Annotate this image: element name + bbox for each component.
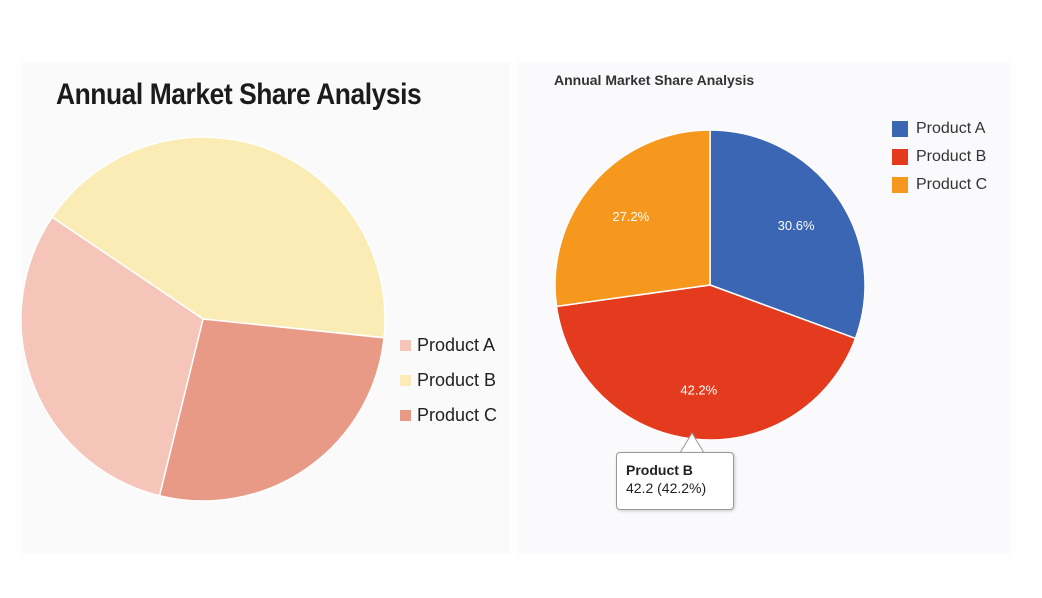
left-pie-chart: [20, 136, 386, 502]
pie-slice-product-a[interactable]: [20, 216, 204, 497]
legend-label: Product A: [916, 120, 986, 137]
legend-item-product-b[interactable]: Product B: [892, 143, 987, 171]
legend-swatch: [892, 149, 908, 165]
tooltip: Product B 42.2 (42.2%): [616, 452, 734, 510]
tooltip-title: Product B: [626, 462, 693, 478]
legend-label: Product B: [916, 148, 987, 165]
right-chart-title: Annual Market Share Analysis: [554, 72, 755, 88]
pie-slice-product-c[interactable]: [554, 129, 711, 308]
legend-item-product-a[interactable]: Product A: [892, 115, 987, 143]
legend-swatch: [400, 340, 411, 351]
left-legend: Product A Product B Product C: [400, 328, 497, 433]
legend-swatch: [400, 410, 411, 421]
pie-slice-product-b[interactable]: [51, 136, 386, 339]
data-label-product-b: 42.2%: [680, 382, 717, 397]
legend-item-product-a[interactable]: Product A: [400, 328, 497, 363]
legend-swatch: [400, 375, 411, 386]
tooltip-value: 42.2 (42.2%): [626, 480, 707, 496]
legend-label: Product B: [417, 370, 497, 390]
data-label-product-c: 27.2%: [612, 209, 649, 224]
legend-label: Product A: [417, 335, 496, 355]
right-chart-panel: Annual Market Share Analysis 30.6% 42.2% 2…: [518, 62, 1010, 554]
pie-slice-product-a[interactable]: [709, 129, 866, 340]
legend-swatch: [892, 121, 908, 137]
legend-item-product-c[interactable]: Product C: [892, 171, 987, 199]
tooltip-pointer: [679, 432, 705, 455]
pie-slice-product-c[interactable]: [158, 318, 385, 502]
legend-item-product-b[interactable]: Product B: [400, 363, 497, 398]
legend-item-product-c[interactable]: Product C: [400, 398, 497, 433]
left-chart-title: Annual Market Share Analysis: [56, 78, 422, 111]
data-label-product-a: 30.6%: [778, 218, 815, 233]
right-legend: Product A Product B Product C: [892, 115, 987, 199]
left-chart-panel: Annual Market Share Analysis Product A P…: [20, 62, 510, 554]
legend-label: Product C: [417, 405, 498, 425]
legend-label: Product C: [916, 176, 988, 193]
right-pie-chart: 30.6% 42.2% 27.2%: [554, 129, 866, 441]
legend-swatch: [892, 177, 908, 193]
